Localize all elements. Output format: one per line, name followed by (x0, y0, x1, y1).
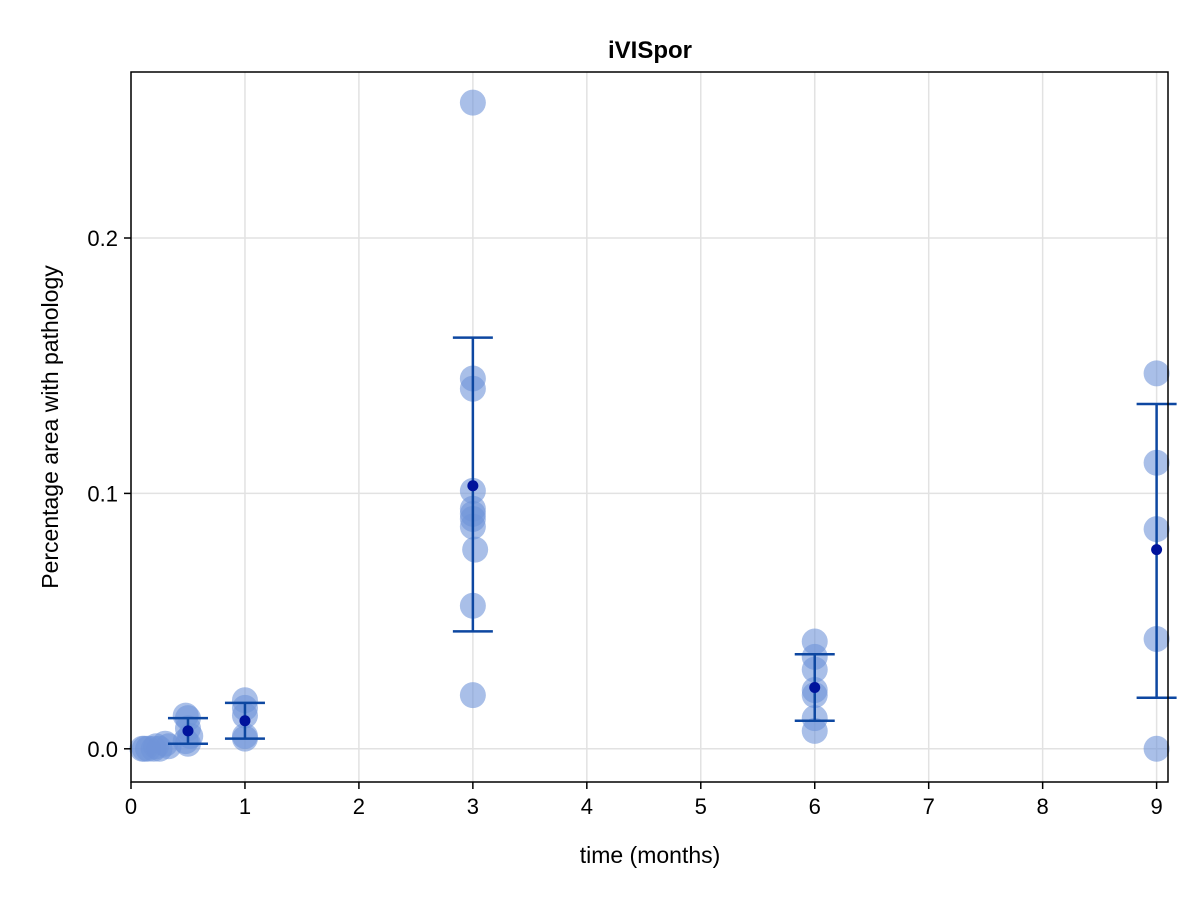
data-point (801, 717, 828, 744)
y-tick-label: 0.1 (87, 481, 118, 506)
mean-marker (239, 715, 251, 727)
chart-title: iVISpor (608, 37, 692, 64)
x-tick-label: 8 (1037, 794, 1049, 819)
y-tick-label: 0.0 (87, 737, 118, 762)
mean-marker (182, 725, 194, 737)
axis-ticks: 0 1 2 3 4 5 6 7 8 9 0.0 0.1 0.2 (87, 226, 1162, 819)
x-tick-label: 6 (809, 794, 821, 819)
data-point (459, 89, 486, 116)
x-tick-label: 5 (695, 794, 707, 819)
x-tick-label: 4 (581, 794, 593, 819)
mean-markers (182, 480, 1163, 737)
data-points (129, 89, 1170, 762)
data-point (459, 682, 486, 709)
y-tick-label: 0.2 (87, 226, 118, 251)
mean-marker (809, 682, 821, 694)
y-axis-label: Percentage area with pathology (37, 265, 63, 589)
x-tick-label: 9 (1150, 794, 1162, 819)
x-axis-label: time (months) (580, 842, 721, 868)
x-tick-label: 2 (353, 794, 365, 819)
plot-frame (130, 71, 1169, 783)
x-tick-label: 1 (239, 794, 251, 819)
mean-marker (467, 480, 479, 492)
x-tick-label: 0 (125, 794, 137, 819)
data-point (1143, 360, 1170, 387)
data-point (1143, 735, 1170, 762)
x-tick-label: 3 (467, 794, 479, 819)
x-tick-label: 7 (923, 794, 935, 819)
data-point (462, 536, 489, 563)
mean-marker (1151, 544, 1163, 556)
